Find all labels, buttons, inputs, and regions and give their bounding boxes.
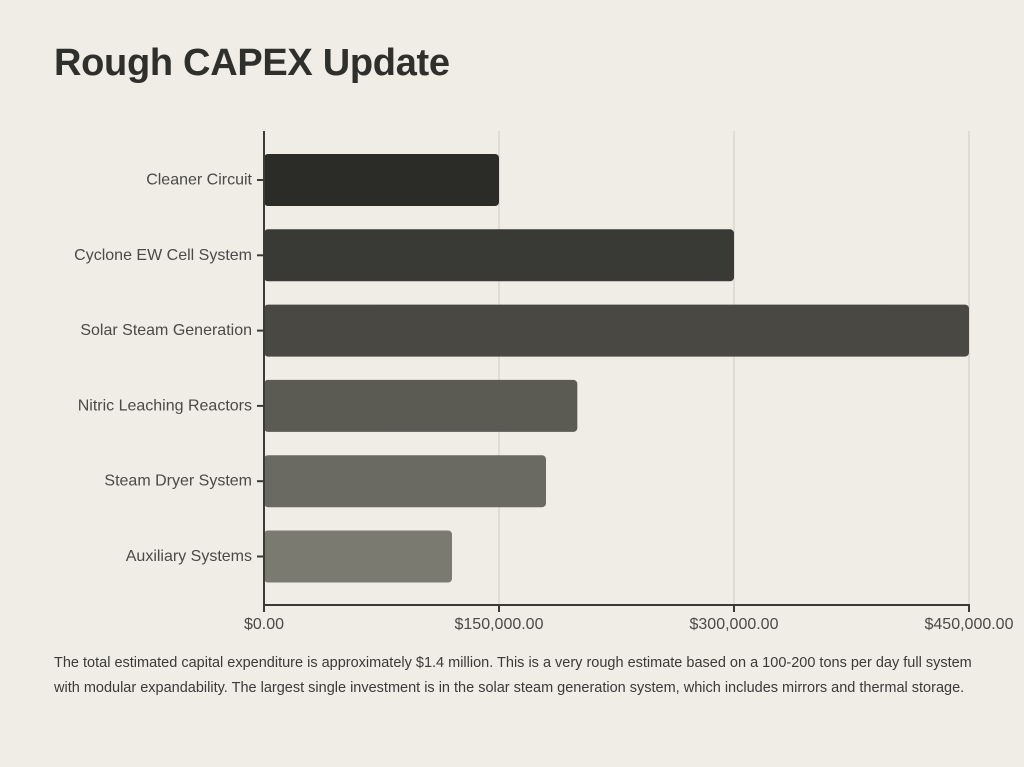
bar-cyclone-ew-cell-system [264,229,734,282]
bar-chart: Cleaner Circuit Cyclone EW Cell System Sol… [74,131,1014,634]
y-tick-label: Cyclone EW Cell System [74,247,252,264]
chart-caption: The total estimated capital expenditure … [54,655,972,696]
bar-layer [264,154,969,583]
x-tick-label: $150,000.00 [455,616,544,633]
label-layer: Cleaner Circuit Cyclone EW Cell System Sol… [74,172,1013,634]
x-tick-label: $0.00 [244,616,284,633]
axis-layer [257,131,970,612]
y-tick-label: Auxiliary Systems [126,548,252,565]
bar-nitric-leaching-reactors [264,379,578,432]
y-tick-label: Solar Steam Generation [80,322,252,339]
y-tick-label: Steam Dryer System [104,473,252,490]
x-tick-label: $450,000.00 [925,616,1014,633]
y-tick-label: Nitric Leaching Reactors [78,397,252,414]
y-tick-label: Cleaner Circuit [146,172,252,189]
bar-auxiliary-systems [264,530,452,583]
page-title: Rough CAPEX Update [54,42,450,84]
bar-cleaner-circuit [264,154,499,206]
bar-solar-steam-generation [264,304,969,357]
grid-layer [498,131,970,605]
bar-steam-dryer-system [264,455,546,508]
x-tick-label: $300,000.00 [690,616,779,633]
